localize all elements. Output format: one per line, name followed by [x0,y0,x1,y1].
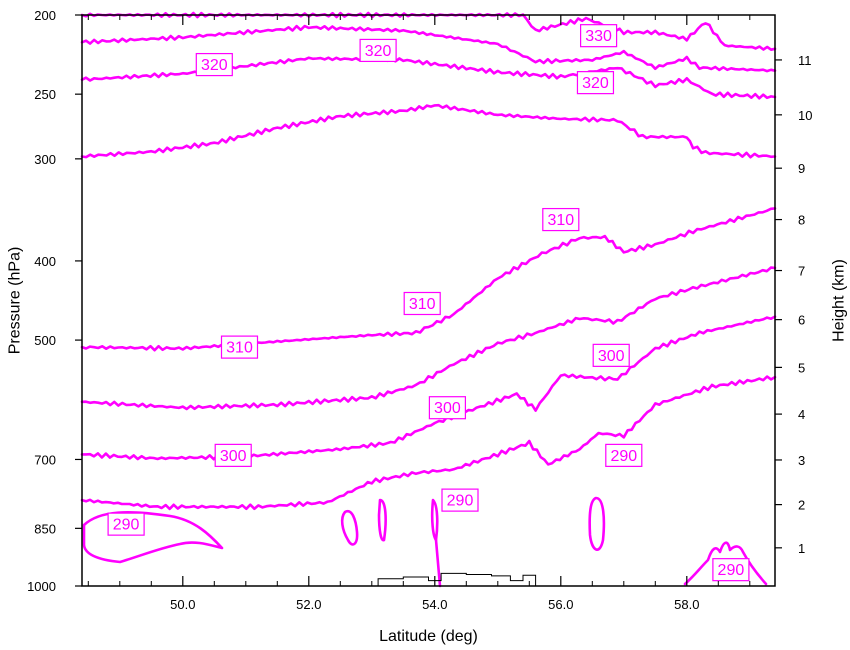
contour-label: 320 [359,38,397,63]
contour-label: 330 [579,24,618,48]
contour-cell [683,541,768,586]
y2-tick-label: 7 [798,264,805,279]
y2-tick-label: 3 [798,453,805,468]
contour-label: 290 [712,558,750,582]
contour-label-text: 310 [409,296,436,313]
contour-cell [430,498,439,542]
contour-label-text: 300 [598,348,625,365]
y2-tick-label: 5 [798,360,805,375]
contour-label-text: 310 [547,212,574,229]
low-level-contours [82,496,768,588]
y-axis-ticks: 200 250 300 400 500 700 850 1000 [27,8,82,594]
x-axis-ticks: 50.0 52.0 54.0 56.0 58.0 [87,15,751,612]
contour-line [80,103,777,159]
contour-label-text: 290 [113,517,140,534]
contour-label-text: 290 [610,448,637,465]
contour-label: 300 [428,396,466,420]
contour-label-text: 290 [447,493,474,510]
contour-label: 310 [542,207,580,232]
contour-line [80,315,777,461]
contour-label: 290 [441,488,479,512]
contour-label: 290 [605,443,643,467]
contour-line [434,538,442,588]
contour-label-text: 300 [434,400,461,417]
contour-label-text: 320 [201,57,228,74]
contour-line [80,207,777,352]
contour-label: 290 [107,512,145,536]
contour-lines [80,11,777,511]
y2-tick-label: 11 [798,53,812,68]
contour-labels: 330 320 320 320 310 310 310 300 300 300 290 290 290 2… [107,24,750,582]
y2-tick-label: 8 [798,213,805,228]
y2-tick-label: 1 [798,541,805,556]
contour-label-text: 290 [718,562,745,579]
y-tick-label: 850 [34,521,56,536]
y-tick-label: 400 [34,254,56,269]
terrain-line [277,572,537,587]
terrain-profile [277,572,537,587]
plot-frame [81,14,776,587]
x-axis-title: Latitude (deg) [379,628,478,645]
contour-label: 310 [220,335,259,359]
y2-tick-label: 6 [798,313,805,328]
y2-tick-label: 10 [798,108,812,123]
y2-tick-label: 4 [798,407,805,422]
contour-label: 320 [576,71,615,95]
contour-line [80,11,777,51]
y2-axis-ticks: 1 2 3 4 5 6 7 8 9 10 11 [775,53,812,556]
y2-tick-label: 9 [798,161,805,176]
y-tick-label: 500 [34,333,56,348]
contour-label-text: 300 [220,448,247,465]
x-tick-label: 58.0 [674,597,699,612]
contour-label: 300 [214,443,252,467]
y-tick-label: 200 [34,8,56,23]
contour-cell [340,509,359,546]
contour-label: 310 [403,291,441,316]
contour-line [80,375,777,511]
y-axis-title: Pressure (hPa) [7,247,24,355]
contour-label-text: 330 [585,28,612,45]
y-tick-label: 700 [34,452,56,467]
contour-line [80,24,777,73]
y2-tick-label: 2 [798,498,805,513]
contour-cell [588,496,606,551]
contour-cell [377,498,387,542]
x-tick-label: 52.0 [296,597,321,612]
contour-label: 320 [195,52,233,77]
y2-axis-title: Height (km) [831,259,848,342]
contour-cell [82,510,224,564]
x-tick-label: 50.0 [170,597,195,612]
y-tick-label: 250 [34,87,56,102]
y-tick-label: 300 [34,152,56,167]
contour-label-text: 310 [226,340,253,357]
contour-label-text: 320 [582,75,609,92]
contour-line [80,266,777,411]
x-tick-label: 56.0 [548,597,573,612]
contour-label: 300 [592,343,630,367]
y-tick-label: 1000 [27,579,56,594]
x-tick-label: 54.0 [422,597,447,612]
contour-label-text: 320 [365,43,392,60]
